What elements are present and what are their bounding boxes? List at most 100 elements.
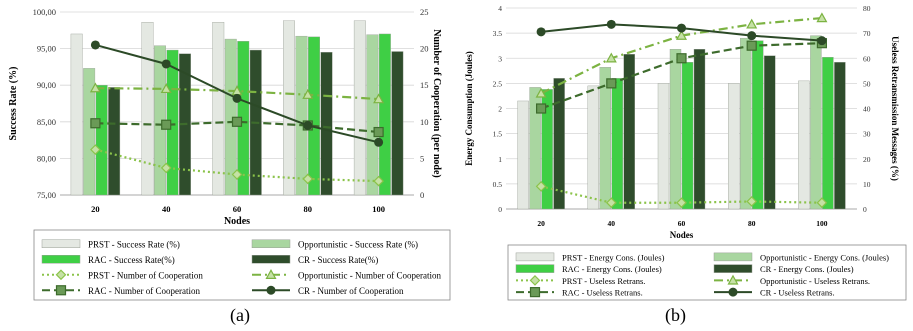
a-point xyxy=(90,40,100,50)
b-legend-swatch xyxy=(515,252,555,262)
b-y2tick-label: 30 xyxy=(863,130,871,139)
b-point xyxy=(746,40,757,51)
a-point xyxy=(160,162,172,174)
a-bar xyxy=(70,33,83,196)
a-point xyxy=(90,144,101,155)
a-ytick-label: 85,00 xyxy=(37,117,56,127)
b-legend-marker xyxy=(529,275,541,286)
a-legend-swatch xyxy=(41,239,81,248)
b-point xyxy=(675,29,688,40)
b-y2tick-label: 0 xyxy=(863,205,867,214)
b-legend-swatch xyxy=(713,264,753,273)
a-bar xyxy=(212,22,225,196)
a-point xyxy=(373,93,385,104)
b-ytick-label: 1.5 xyxy=(493,130,503,139)
a-legend-label: PRST - Success Rate (%) xyxy=(88,239,180,249)
a-legend-label: RAC - Success Rate(%) xyxy=(88,255,175,265)
b-point xyxy=(816,197,828,209)
b-bar xyxy=(517,100,529,210)
b-point xyxy=(746,196,758,207)
b-point xyxy=(676,197,687,209)
a-legend-frame xyxy=(33,229,451,301)
a-point xyxy=(161,59,171,69)
b-series-line xyxy=(540,42,822,110)
b-point xyxy=(535,103,547,114)
a-y2tick-label: 25 xyxy=(420,7,429,17)
a-point xyxy=(302,88,314,99)
a-legend: PRST - Success Rate (%) Opportunistic - S… xyxy=(33,229,451,301)
b-bar xyxy=(834,62,846,210)
a-bars xyxy=(70,20,404,196)
b-xtick-label: 100 xyxy=(816,219,828,228)
a-x-axis-title: Nodes xyxy=(224,216,250,227)
a-bar xyxy=(353,20,366,196)
b-point xyxy=(817,36,827,46)
a-bar xyxy=(308,36,320,196)
a-ytick-label: 95,00 xyxy=(37,44,56,54)
b-x-axis-title: Nodes xyxy=(670,230,694,240)
b-legend-label: PRST - Energy Cons. (Joules) xyxy=(562,252,665,262)
a-legend-marker xyxy=(55,285,67,296)
b-point xyxy=(676,53,687,64)
b-legend-marker xyxy=(529,287,541,298)
a-legend-marker xyxy=(265,269,277,279)
a-point xyxy=(302,173,314,185)
b-point xyxy=(606,78,617,89)
b-x-axis: 20 40 60 80 100 xyxy=(537,219,827,228)
a-xtick-label: 40 xyxy=(162,204,171,214)
b-y2tick-label: 50 xyxy=(863,79,871,88)
b-legend-label: Opportunistic - Energy Cons. (Joules) xyxy=(760,252,889,262)
b-bar xyxy=(623,54,636,210)
a-y2tick-label: 10 xyxy=(420,117,429,127)
a-bar xyxy=(295,35,308,196)
b-point xyxy=(536,27,546,37)
b-legend-label: RAC - Energy Cons. (Joules) xyxy=(562,264,662,274)
b-bar xyxy=(657,83,670,210)
a-legend-label: CR - Number of Cooperation xyxy=(298,286,404,296)
b-bar xyxy=(553,78,565,210)
a-point xyxy=(160,83,172,94)
b-legend-label: RAC - Useless Retrans. xyxy=(562,288,643,298)
b-lines xyxy=(535,12,828,209)
a-bar xyxy=(391,51,404,196)
b-point xyxy=(606,19,616,29)
a-xtick-label: 100 xyxy=(372,204,385,214)
a-y2-axis: 0 5 10 15 20 25 xyxy=(420,7,429,200)
a-bar xyxy=(320,52,333,196)
b-ytick-label: 3.5 xyxy=(493,29,503,38)
a-y2tick-label: 15 xyxy=(420,80,429,90)
a-bar xyxy=(378,33,391,196)
b-legend-swatch xyxy=(515,264,555,273)
b-series-line xyxy=(540,185,822,204)
b-ytick-label: 0 xyxy=(498,205,502,214)
b-ytick-label: 3 xyxy=(498,54,502,63)
b-legend-label: CR - Useless Retrans. xyxy=(760,288,835,298)
a-legend-swatch xyxy=(251,239,291,248)
b-bars xyxy=(517,35,846,210)
a-y2tick-label: 20 xyxy=(420,44,429,54)
a-bar xyxy=(283,20,295,196)
a-xtick-label: 20 xyxy=(91,204,100,214)
b-bar xyxy=(587,85,600,210)
b-y2-axis-title: Useless Retransmission Messages (%) xyxy=(890,36,900,181)
b-ytick-label: 1 xyxy=(498,155,502,164)
a-bar xyxy=(83,68,96,196)
b-bar xyxy=(529,87,541,210)
b-xtick-label: 20 xyxy=(537,219,545,228)
b-xtick-label: 80 xyxy=(748,219,756,228)
b-y2tick-label: 60 xyxy=(863,54,871,63)
b-xtick-label: 40 xyxy=(608,219,616,228)
a-legend-swatch xyxy=(251,255,291,264)
b-bar xyxy=(669,49,682,210)
b-bar xyxy=(599,67,612,210)
b-bar xyxy=(611,78,624,210)
a-point xyxy=(373,175,384,187)
b-bar xyxy=(740,37,752,210)
b-legend-label: CR - Energy Cons. (Joules) xyxy=(760,264,854,274)
a-bar xyxy=(95,84,108,196)
b-point xyxy=(535,181,547,192)
a-legend-label: RAC - Number of Cooperation xyxy=(88,286,200,296)
b-xtick-label: 60 xyxy=(678,219,686,228)
b-ytick-label: 2 xyxy=(498,105,502,114)
a-bar xyxy=(108,87,121,196)
